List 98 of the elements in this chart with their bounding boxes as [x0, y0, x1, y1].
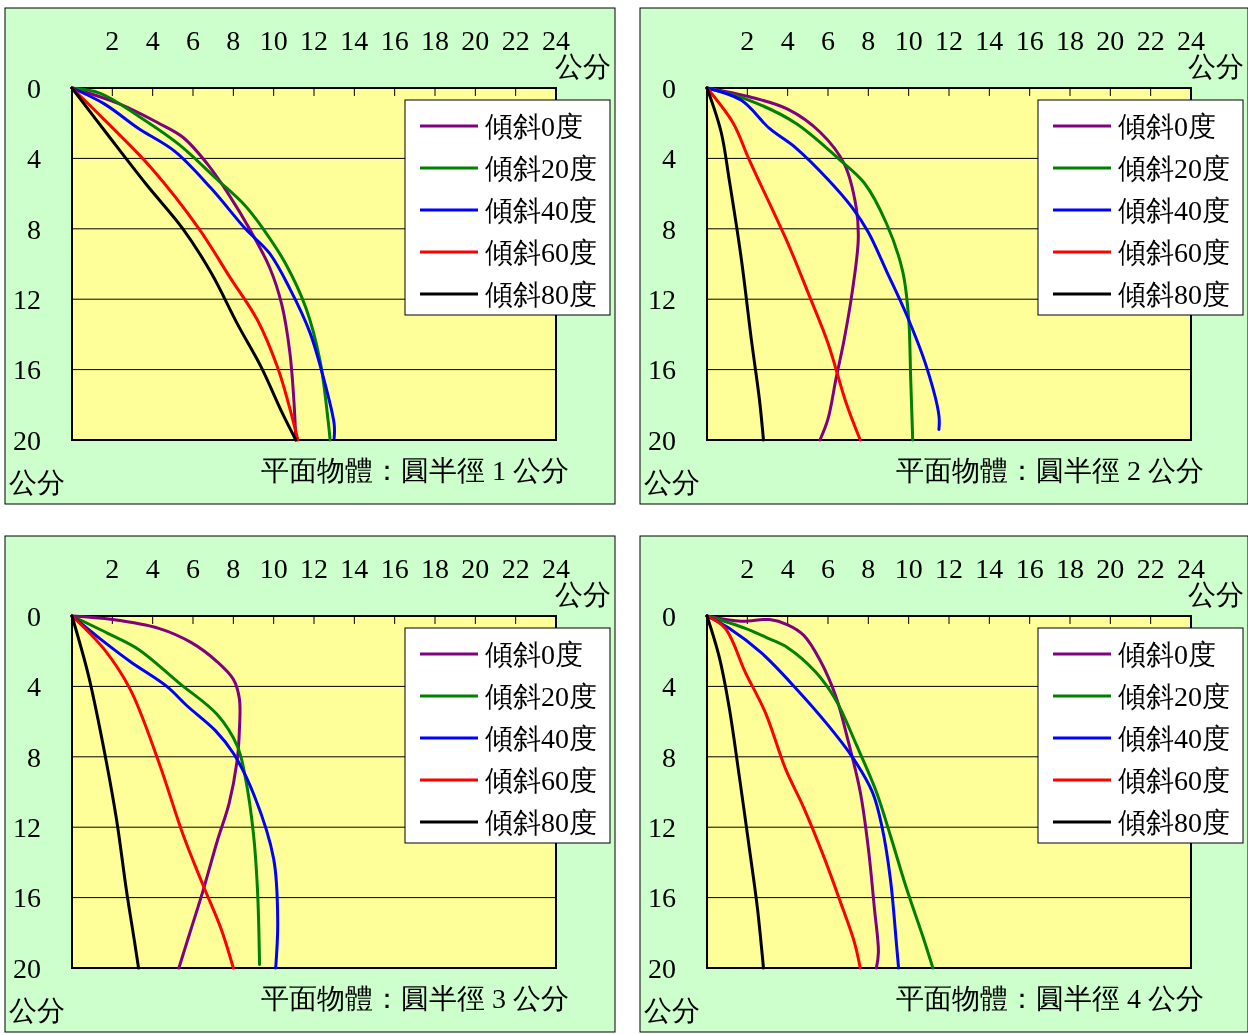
- y-tick-label: 0: [27, 72, 41, 104]
- legend-label: 傾斜40度: [1118, 722, 1230, 754]
- x-tick-label: 20: [1096, 553, 1125, 584]
- legend-label: 傾斜80度: [1118, 278, 1230, 310]
- y-axis-title: 公分: [9, 467, 65, 498]
- x-tick-label: 2: [740, 25, 755, 56]
- x-tick-label: 4: [145, 25, 160, 56]
- x-tick-label: 2: [740, 553, 755, 584]
- text: 平面物體：圓半徑 1 公分: [261, 455, 569, 486]
- x-tick-label: 22: [1136, 553, 1165, 584]
- y-tick-label: 20: [648, 952, 676, 984]
- x-tick-label: 12: [300, 25, 328, 56]
- text: 平面物體：圓半徑 3 公分: [261, 983, 569, 1014]
- y-tick-label: 4: [27, 671, 41, 703]
- x-tick-label: 6: [186, 553, 200, 584]
- x-tick-label: 14: [340, 25, 369, 56]
- x-tick-label: 12: [300, 553, 328, 584]
- x-tick-label: 18: [421, 553, 449, 584]
- y-tick-label: 0: [662, 600, 676, 632]
- legend-label: 傾斜40度: [485, 194, 597, 226]
- legend-label: 傾斜0度: [485, 110, 583, 142]
- y-tick-label: 16: [648, 882, 676, 914]
- x-tick-label: 10: [259, 25, 288, 56]
- y-tick-label: 8: [662, 741, 676, 773]
- x-axis-title: 公分: [555, 51, 611, 82]
- legend-label: 傾斜0度: [1118, 110, 1216, 142]
- x-tick-label: 22: [501, 553, 530, 584]
- legend-label: 傾斜80度: [1118, 806, 1230, 838]
- legend-label: 傾斜60度: [485, 764, 597, 796]
- text: 平面物體：圓半徑 2 公分: [896, 455, 1204, 486]
- x-tick-label: 18: [421, 25, 449, 56]
- x-tick-label: 22: [501, 25, 530, 56]
- x-tick-label: 16: [1015, 553, 1044, 584]
- y-tick-label: 20: [13, 424, 41, 456]
- y-tick-label: 4: [662, 671, 676, 703]
- legend-label: 傾斜80度: [485, 278, 597, 310]
- y-tick-label: 8: [27, 741, 41, 773]
- text: 平面物體：圓半徑 4 公分: [896, 983, 1204, 1014]
- x-tick-label: 8: [226, 25, 241, 56]
- legend-label: 傾斜20度: [1118, 152, 1230, 184]
- x-tick-label: 10: [894, 25, 923, 56]
- y-axis-title: 公分: [644, 467, 700, 498]
- y-tick-label: 4: [662, 143, 676, 175]
- x-tick-label: 2: [105, 553, 120, 584]
- x-tick-label: 18: [1056, 25, 1084, 56]
- x-tick-label: 12: [935, 25, 963, 56]
- y-tick-label: 8: [662, 213, 676, 245]
- legend-label: 傾斜60度: [1118, 764, 1230, 796]
- x-axis-title: 公分: [555, 579, 611, 610]
- legend-label: 傾斜20度: [485, 680, 597, 712]
- y-tick-label: 0: [662, 72, 676, 104]
- y-tick-label: 0: [27, 600, 41, 632]
- legend-label: 傾斜60度: [485, 236, 597, 268]
- x-tick-label: 14: [975, 25, 1004, 56]
- x-tick-label: 8: [861, 25, 876, 56]
- x-tick-label: 20: [461, 553, 490, 584]
- x-tick-label: 16: [1015, 25, 1044, 56]
- y-tick-label: 12: [13, 284, 41, 315]
- y-axis-title: 公分: [9, 995, 65, 1026]
- y-tick-label: 20: [13, 952, 41, 984]
- legend-label: 傾斜60度: [1118, 236, 1230, 268]
- x-tick-label: 14: [340, 553, 369, 584]
- x-tick-label: 16: [380, 553, 409, 584]
- legend-label: 傾斜20度: [1118, 680, 1230, 712]
- x-tick-label: 4: [145, 553, 160, 584]
- x-tick-label: 4: [780, 553, 795, 584]
- x-tick-label: 10: [259, 553, 288, 584]
- x-tick-label: 20: [461, 25, 490, 56]
- y-tick-label: 4: [27, 143, 41, 175]
- x-tick-label: 6: [186, 25, 200, 56]
- legend-label: 傾斜40度: [1118, 194, 1230, 226]
- y-tick-label: 8: [27, 213, 41, 245]
- x-tick-label: 20: [1096, 25, 1125, 56]
- x-tick-label: 8: [861, 553, 876, 584]
- legend-label: 傾斜0度: [1118, 638, 1216, 670]
- y-tick-label: 16: [648, 354, 676, 386]
- y-tick-label: 16: [13, 882, 41, 914]
- x-tick-label: 10: [894, 553, 923, 584]
- x-tick-label: 4: [780, 25, 795, 56]
- legend-label: 傾斜80度: [485, 806, 597, 838]
- x-tick-label: 6: [821, 25, 835, 56]
- legend-label: 傾斜0度: [485, 638, 583, 670]
- x-tick-label: 2: [105, 25, 120, 56]
- x-tick-label: 14: [975, 553, 1004, 584]
- y-tick-label: 12: [13, 812, 41, 843]
- x-tick-label: 22: [1136, 25, 1165, 56]
- legend-label: 傾斜20度: [485, 152, 597, 184]
- x-tick-label: 12: [935, 553, 963, 584]
- legend-label: 傾斜40度: [485, 722, 597, 754]
- y-axis-title: 公分: [644, 995, 700, 1026]
- x-tick-label: 6: [821, 553, 835, 584]
- y-tick-label: 12: [648, 284, 676, 315]
- y-tick-label: 12: [648, 812, 676, 843]
- x-tick-label: 18: [1056, 553, 1084, 584]
- x-tick-label: 16: [380, 25, 409, 56]
- x-tick-label: 8: [226, 553, 241, 584]
- y-tick-label: 20: [648, 424, 676, 456]
- y-tick-label: 16: [13, 354, 41, 386]
